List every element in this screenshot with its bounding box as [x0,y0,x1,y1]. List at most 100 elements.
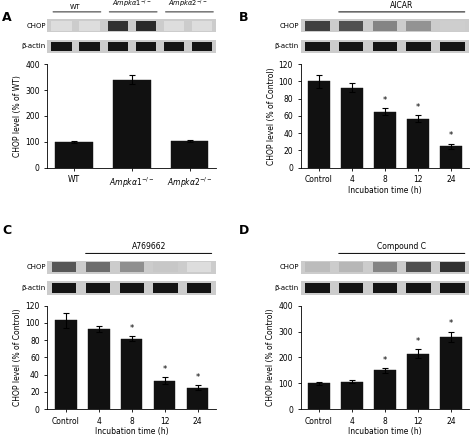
Bar [374,370,396,409]
Text: CHOP: CHOP [279,264,299,270]
Bar [301,260,469,274]
Bar [440,283,465,293]
Bar [407,354,428,409]
Text: β-actin: β-actin [21,285,46,291]
Text: β-actin: β-actin [274,285,299,291]
Text: WT: WT [70,4,81,10]
Text: *: * [383,356,387,365]
Bar [308,81,329,168]
Bar [113,80,151,168]
Text: *: * [196,373,200,382]
Bar [47,19,216,32]
X-axis label: Incubation time (h): Incubation time (h) [95,427,169,436]
Bar [301,40,469,53]
Text: *: * [449,132,453,140]
Bar [407,118,428,168]
Bar [305,21,329,30]
Bar [373,21,397,30]
Bar [301,281,469,295]
Bar [119,262,144,272]
Text: CHOP: CHOP [26,264,46,270]
Text: *: * [416,103,420,112]
Bar [305,283,329,293]
X-axis label: Incubation time (h): Incubation time (h) [348,186,422,195]
Text: C: C [2,224,11,237]
Bar [440,42,465,51]
Bar [341,381,363,409]
Bar [136,21,156,30]
Bar [373,283,397,293]
Text: *: * [130,324,134,333]
Bar [86,262,110,272]
Bar [374,112,396,168]
Text: *: * [416,337,420,346]
Bar [339,42,363,51]
Bar [51,42,72,51]
Text: B: B [239,11,249,24]
Text: *: * [163,365,167,374]
Bar [305,42,329,51]
Text: Compound C: Compound C [377,242,426,251]
Text: A769662: A769662 [131,242,166,251]
Bar [192,21,212,30]
Bar [55,142,93,168]
Bar [440,262,465,272]
Bar [440,21,465,30]
Bar [407,262,431,272]
Bar [47,281,216,295]
Bar [407,42,431,51]
Text: D: D [239,224,250,237]
Bar [88,329,109,409]
Bar [440,337,462,409]
Bar [47,40,216,53]
Bar [339,283,363,293]
Bar [121,338,143,409]
Bar [164,21,184,30]
Y-axis label: CHOP level (% of WT): CHOP level (% of WT) [13,75,22,157]
Bar [373,42,397,51]
Bar [339,21,363,30]
Bar [51,21,72,30]
Bar [80,42,100,51]
Y-axis label: CHOP level (% of Control): CHOP level (% of Control) [266,67,275,165]
Text: CHOP: CHOP [27,22,46,29]
Bar [339,262,363,272]
Y-axis label: CHOP level (% of Control): CHOP level (% of Control) [266,308,275,406]
Bar [119,283,144,293]
Bar [52,262,76,272]
Bar [407,21,431,30]
Text: AICAR: AICAR [390,1,413,10]
Bar [47,260,216,274]
Text: β-actin: β-actin [22,44,46,49]
Text: CHOP: CHOP [279,22,299,29]
X-axis label: Incubation time (h): Incubation time (h) [348,427,422,436]
Bar [108,21,128,30]
Bar [52,283,76,293]
Bar [187,283,211,293]
Bar [136,42,156,51]
Bar [154,283,178,293]
Bar [154,381,175,409]
Bar [407,283,431,293]
Bar [301,19,469,32]
Bar [80,21,100,30]
Bar [171,141,209,168]
Text: A: A [2,11,12,24]
Bar [154,262,178,272]
Bar [373,262,397,272]
Text: $Ampk\alpha2^{-/-}$: $Ampk\alpha2^{-/-}$ [168,0,208,10]
Bar [164,42,184,51]
Y-axis label: CHOP level (% of Control): CHOP level (% of Control) [13,308,22,406]
Bar [305,262,329,272]
Bar [341,88,363,168]
Bar [308,383,329,409]
Bar [86,283,110,293]
Text: $Ampk\alpha1^{-/-}$: $Ampk\alpha1^{-/-}$ [112,0,152,10]
Bar [192,42,212,51]
Text: *: * [383,96,387,105]
Bar [187,388,209,409]
Bar [187,262,211,272]
Text: β-actin: β-actin [274,44,299,49]
Text: *: * [449,319,453,329]
Bar [440,146,462,168]
